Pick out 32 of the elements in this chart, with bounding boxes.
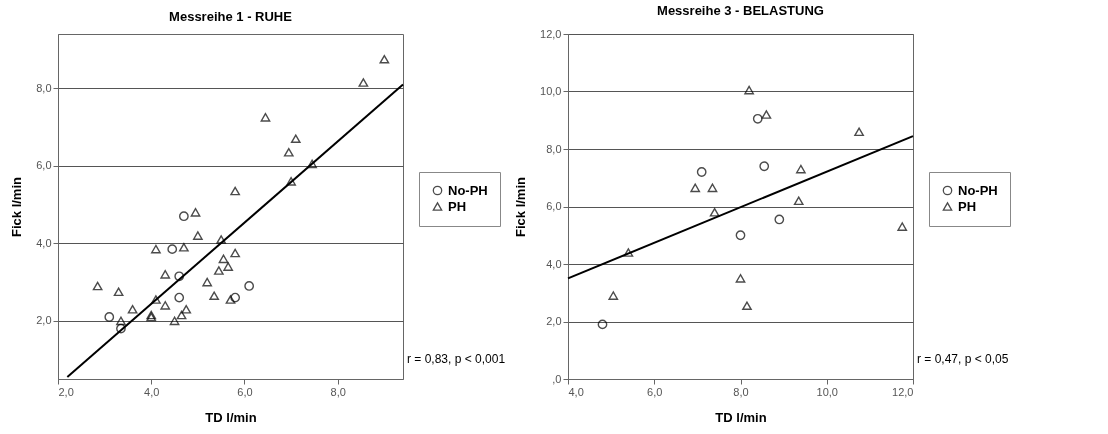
legend-label: No-PH bbox=[958, 182, 998, 198]
text: r = 0,83, p < 0,001 bbox=[407, 352, 506, 366]
x-tick-label: 6,0 bbox=[647, 385, 663, 398]
y-tick-label: 6,0 bbox=[546, 200, 562, 212]
x-tick-label: 8,0 bbox=[733, 385, 749, 398]
y-tick-label: 6,0 bbox=[36, 159, 52, 172]
legend-label: PH bbox=[958, 198, 977, 214]
y-axis-title: Fick l/min bbox=[9, 176, 25, 237]
chart-title: Messreihe 3 - BELASTUNG bbox=[657, 3, 824, 18]
x-axis-title: TD l/min bbox=[205, 409, 257, 425]
legend-label: No-PH bbox=[448, 182, 488, 198]
x-tick-label: 6,0 bbox=[237, 385, 253, 398]
y-tick-label: 2,0 bbox=[546, 315, 562, 327]
y-axis-title: Fick l/min bbox=[513, 176, 529, 237]
x-tick-label: 4,0 bbox=[144, 385, 160, 398]
y-tick-label: 8,0 bbox=[36, 81, 52, 94]
x-tick-label: 10,0 bbox=[816, 385, 838, 398]
y-tick-label: ,0 bbox=[552, 372, 562, 385]
x-tick-label: 2,0 bbox=[58, 385, 74, 398]
x-tick-label: 12,0 bbox=[892, 385, 914, 398]
legend-label: PH bbox=[448, 198, 467, 214]
text: r = 0,47, p < 0,05 bbox=[917, 352, 1009, 366]
y-tick-label: 4,0 bbox=[546, 257, 562, 270]
y-tick-label: 12,0 bbox=[540, 27, 562, 40]
chart-title: Messreihe 1 - RUHE bbox=[169, 9, 293, 24]
y-tick-label: 8,0 bbox=[546, 142, 562, 155]
x-axis-title: TD l/min bbox=[715, 409, 767, 425]
y-tick-label: 10,0 bbox=[540, 85, 562, 97]
y-tick-label: 2,0 bbox=[36, 314, 52, 327]
x-tick-label: 4,0 bbox=[568, 385, 584, 398]
x-tick-label: 8,0 bbox=[330, 385, 346, 398]
y-tick-label: 4,0 bbox=[36, 236, 52, 249]
